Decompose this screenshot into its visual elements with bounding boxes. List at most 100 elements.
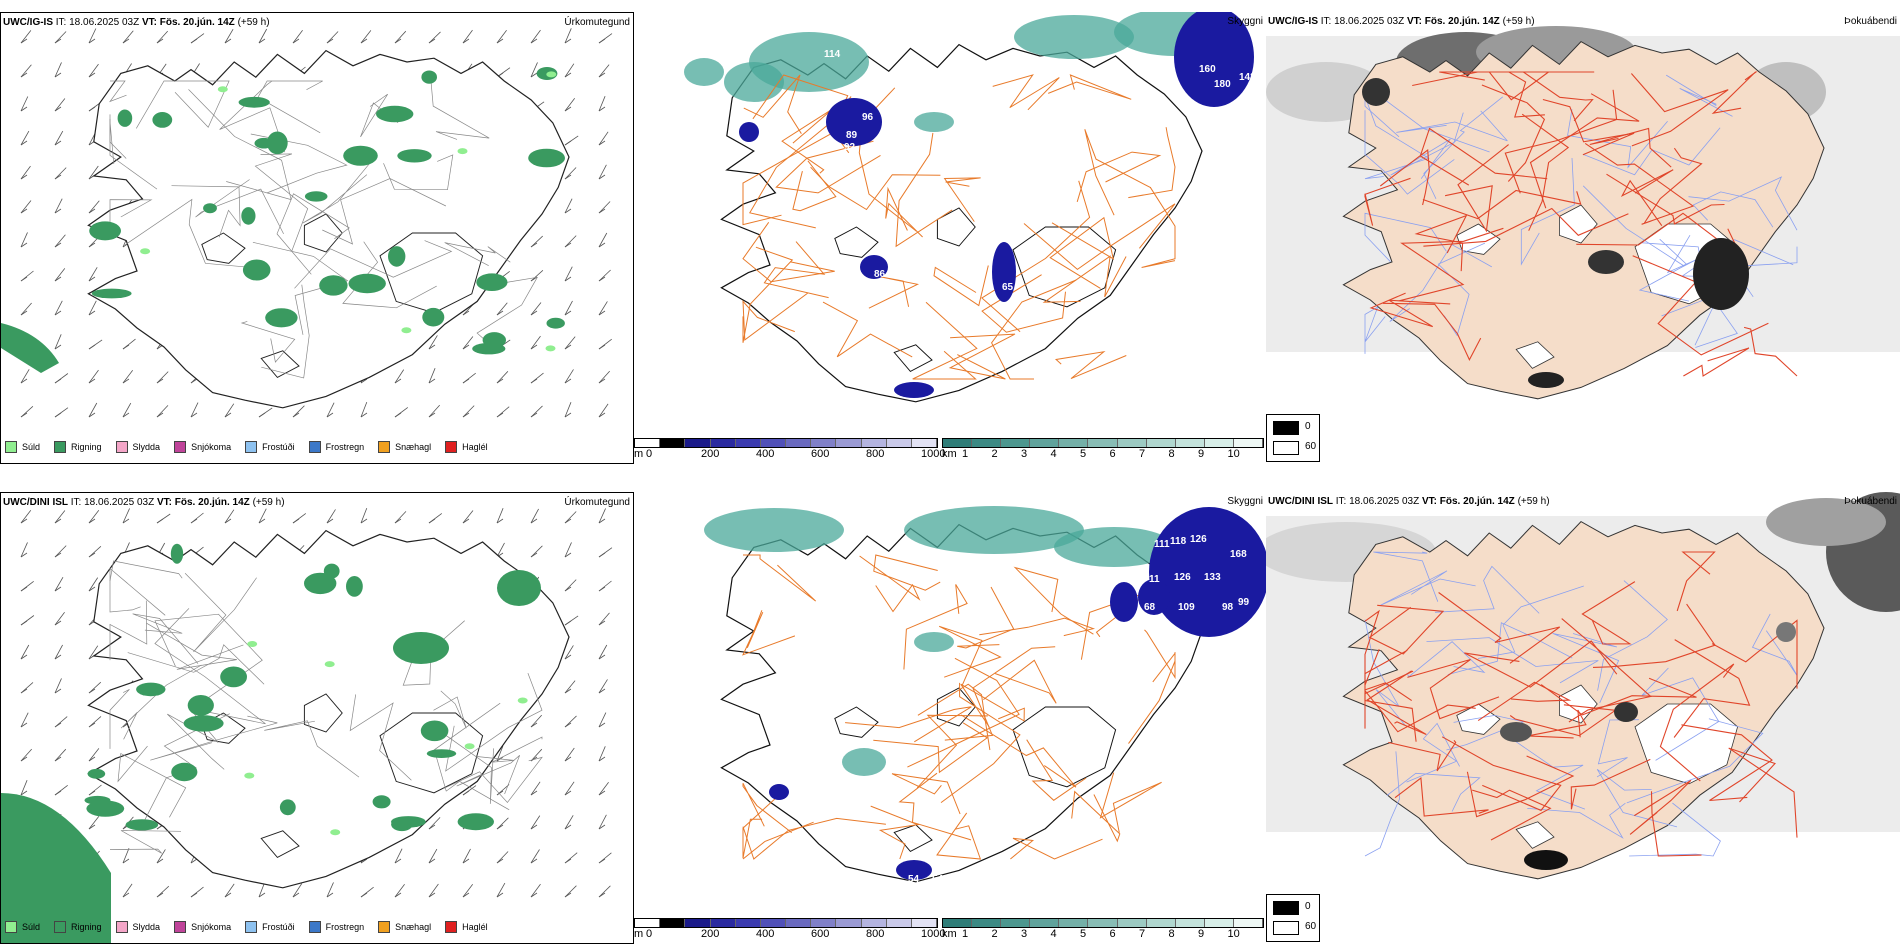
init-time: IT: 18.06.2025 03Z [1335, 496, 1420, 507]
colorbar-cell [710, 919, 736, 927]
visibility-area [914, 112, 954, 132]
rain-area [393, 632, 449, 664]
precip-type-panel: UWC/DINI ISL IT: 18.06.2025 03Z VT: Fös.… [0, 492, 634, 944]
rain-area [304, 191, 328, 202]
visibility-tick: 1 [962, 928, 969, 940]
wind-barb-flag [564, 892, 572, 898]
road-line [1128, 127, 1176, 199]
legend-item: Snæhagl [378, 441, 431, 453]
rain-area [170, 543, 184, 564]
wind-barb-flag [20, 242, 28, 248]
visibility-tick: 10 [1227, 928, 1240, 940]
panel-title-fog: Þokuábendi [1844, 496, 1897, 507]
wind-barb-flag [122, 378, 130, 384]
wind-barb [496, 542, 505, 558]
cloud-base-value: 65 [1002, 282, 1014, 293]
wind-barb-flag [224, 412, 232, 418]
wind-barb [496, 29, 507, 44]
legend-label: Slydda [132, 442, 161, 452]
wind-barb-flag [598, 412, 606, 418]
visibility-tick: 6 [1109, 448, 1116, 460]
legend-item: Frostúði [245, 921, 295, 933]
wind-barb-flag [428, 378, 436, 384]
wind-barb-flag [20, 276, 28, 282]
wind-barb-flag [598, 586, 606, 592]
wind-barb-flag [20, 310, 28, 316]
wind-barb-flag [428, 858, 436, 864]
glacier-outline [1558, 684, 1598, 724]
visibility-tick: 4 [1050, 928, 1057, 940]
wind-barb [20, 130, 30, 146]
valid-time-label: VT: [156, 497, 172, 508]
road-line [433, 690, 467, 729]
river-line [1426, 637, 1599, 684]
cloud-base-value: 99 [1238, 597, 1250, 608]
legend-item: Frostúði [245, 441, 295, 453]
wind-barb [88, 748, 100, 762]
wind-barb-flag [88, 824, 96, 830]
wind-barb [428, 883, 439, 898]
wind-barb [530, 748, 543, 762]
low-cloud-area [739, 122, 759, 142]
wind-barb [54, 198, 63, 214]
glacier-outline [1515, 341, 1555, 369]
wind-barb [428, 368, 436, 384]
wind-barb [20, 510, 32, 524]
wind-barb [54, 234, 66, 248]
road-line [1570, 758, 1651, 810]
wind-barb-flag [564, 106, 572, 112]
legend-label: Frostúði [262, 442, 295, 452]
visibility-colorbar-strip [942, 438, 1264, 448]
wind-barb-flag [428, 412, 436, 418]
road-line [383, 154, 454, 191]
rain-area [497, 570, 541, 606]
road-line [445, 734, 494, 804]
wind-barb-flag [224, 38, 232, 44]
wind-barb [564, 98, 576, 112]
colorbar-cell [972, 919, 1002, 927]
colorbar-cell [685, 439, 711, 447]
legend-swatch [174, 441, 187, 453]
road-line [1099, 772, 1162, 833]
lead-time: (+59 h) [237, 17, 270, 28]
road-line [443, 756, 543, 804]
legend-item: Slydda [115, 921, 160, 933]
rain-area [87, 768, 106, 779]
wind-barb-flag [122, 412, 130, 418]
road-line [1364, 177, 1411, 226]
legend-label: Rigning [71, 922, 102, 932]
colorbar-cell [1001, 919, 1031, 927]
road-line [476, 276, 538, 342]
legend-label: Frostúði [262, 922, 295, 932]
colorbar-cell [861, 919, 887, 927]
wind-barb-flag [598, 722, 606, 728]
cloud-base-value: 180 [1214, 79, 1231, 90]
visibility-area [904, 506, 1084, 554]
wind-barb-flag [598, 756, 606, 762]
road-line [124, 198, 261, 269]
wind-barb-flag [598, 518, 606, 524]
wind-barb-flag [428, 518, 436, 524]
rain-area [265, 308, 298, 328]
colorbar-cell [943, 439, 973, 447]
road-line [1620, 169, 1674, 227]
colorbar-cell [660, 439, 686, 447]
wind-barb [462, 29, 473, 44]
wind-barb [598, 508, 606, 524]
road-line [276, 193, 350, 275]
wind-barb [462, 405, 475, 418]
fog-swatch-high [1273, 901, 1299, 915]
road-line [1419, 127, 1548, 186]
glacier-outline [1634, 703, 1739, 785]
road-line [870, 805, 920, 860]
cloud-base-colorbar-strip [634, 918, 938, 928]
fog-area [1766, 498, 1886, 546]
cloud-base-value: 89 [846, 130, 858, 141]
wind-barb-flag [598, 106, 606, 112]
wind-barb-flag [564, 722, 572, 728]
wind-barb-flag [88, 552, 96, 558]
wind-barb [530, 714, 542, 728]
road-line [1422, 189, 1582, 220]
wind-barb-flag [54, 344, 62, 350]
river-line [1638, 239, 1794, 302]
